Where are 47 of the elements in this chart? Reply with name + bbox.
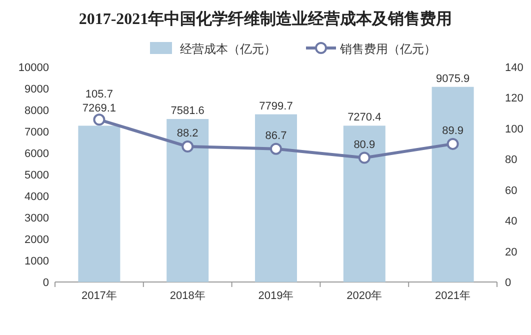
bar [343, 126, 386, 282]
x-tick-label: 2020年 [346, 290, 382, 302]
y-tick-label: 6000 [24, 148, 49, 160]
x-tick-label: 2021年 [435, 290, 471, 302]
y2-tick-label: 140 [505, 62, 524, 74]
bar [432, 86, 474, 282]
data-label: 88.2 [176, 128, 198, 140]
point [358, 152, 370, 164]
point [446, 138, 459, 150]
point [182, 140, 194, 153]
x-tick-label: 2018年 [170, 290, 206, 302]
data-label: 7581.6 [170, 104, 204, 117]
y-tick-label: 3000 [24, 212, 49, 224]
y-tick-label: 9000 [24, 84, 49, 96]
data-label: 7270.4 [348, 112, 382, 124]
data-label: 89.9 [442, 124, 464, 137]
y-tick-label: 4000 [24, 191, 49, 203]
data-label: 7269.1 [82, 102, 116, 115]
y2-tick-label: 20 [505, 246, 518, 258]
point [93, 114, 106, 126]
y-tick-label: 10000 [18, 62, 49, 74]
data-label: 105.7 [85, 88, 113, 101]
y2-tick-label: 0 [505, 277, 512, 289]
y2-tick-label: 120 [505, 92, 524, 105]
y2-tick-label: 60 [505, 184, 518, 197]
chart-title: 2017-2021年中国化学纤维制造业经营成本及销售费用 [78, 10, 452, 28]
legend-label: 经营成本（亿元） [180, 42, 276, 56]
x-tick-label: 2019年 [258, 290, 294, 302]
data-label: 9075.9 [436, 72, 470, 85]
y2-tick-label: 40 [505, 216, 518, 228]
y-tick-label: 8000 [24, 105, 49, 117]
legend-label: 销售费用（亿元） [339, 42, 436, 56]
y-tick-label: 1000 [24, 256, 49, 268]
y-tick-label: 5000 [24, 170, 49, 182]
y-tick-label: 2000 [24, 234, 49, 246]
y-tick-label: 0 [42, 277, 49, 289]
x-tick-label: 2017年 [81, 290, 117, 302]
y2-tick-label: 100 [505, 123, 524, 136]
data-label: 80.9 [354, 138, 376, 151]
bar [78, 126, 120, 282]
y-tick-label: 7000 [24, 126, 49, 138]
bar [255, 114, 297, 282]
bar [166, 118, 209, 282]
y2-tick-label: 80 [505, 154, 518, 166]
data-label: 7799.7 [259, 100, 293, 112]
point [270, 142, 282, 155]
data-label: 86.7 [265, 130, 287, 142]
